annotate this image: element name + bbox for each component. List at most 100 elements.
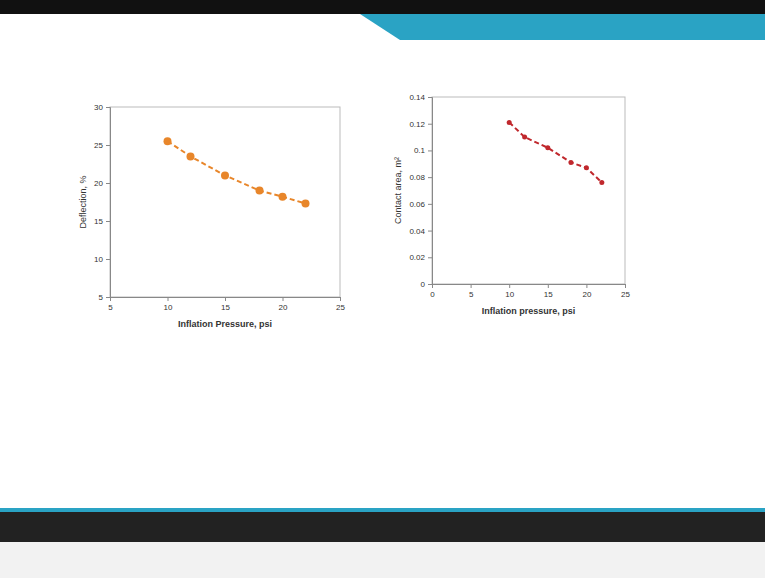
x-tick-mark [168, 297, 169, 301]
x-tick: 15 [544, 284, 553, 299]
y-tick-mark [428, 97, 432, 98]
y-tick-label: 25 [94, 141, 103, 150]
plot-frame [110, 107, 340, 297]
data-line [168, 141, 306, 203]
top-bar [0, 0, 765, 14]
x-tick-mark [225, 297, 226, 301]
x-tick-label: 20 [279, 303, 288, 312]
y-tick-mark [106, 107, 110, 108]
x-tick-mark [586, 284, 587, 288]
chart: 0 5 10 15 20 25 0 0.02 0.04 0.06 0.08 0.1 0.12 0.14 In… [393, 93, 631, 316]
plot-marks [507, 120, 605, 185]
x-tick: 15 [221, 297, 230, 312]
y-tick-mark [428, 257, 432, 258]
x-tick: 20 [279, 297, 288, 312]
x-axis: 5 10 15 20 25 [108, 297, 345, 312]
x-tick-mark [625, 284, 626, 288]
y-tick-mark [428, 231, 432, 232]
data-point [584, 165, 589, 170]
x-tick: 10 [164, 297, 173, 312]
y-tick: 0.04 [409, 227, 432, 236]
y-tick-mark [106, 297, 110, 298]
data-point [221, 171, 229, 179]
y-tick-label: 5 [99, 293, 104, 302]
y-tick: 20 [94, 179, 110, 188]
y-axis-title: Contact area, m² [393, 157, 403, 224]
y-tick-label: 0.14 [409, 93, 425, 102]
y-tick-mark [428, 204, 432, 205]
y-tick-label: 0.12 [409, 120, 425, 129]
data-line [509, 122, 602, 182]
x-tick-mark [340, 297, 341, 301]
y-tick: 0.08 [409, 173, 432, 182]
y-tick: 0.14 [409, 93, 432, 102]
x-tick-mark [283, 297, 284, 301]
x-tick-label: 10 [164, 303, 173, 312]
y-tick: 10 [94, 255, 110, 264]
x-tick: 5 [469, 284, 474, 299]
data-point [279, 193, 287, 201]
x-tick-mark [548, 284, 549, 288]
y-axis-line [428, 98, 433, 285]
y-axis: 0 0.02 0.04 0.06 0.08 0.1 0.12 0.14 [409, 93, 432, 289]
x-tick-label: 5 [108, 303, 113, 312]
y-tick-label: 0 [421, 280, 426, 289]
x-tick-label: 15 [544, 290, 553, 299]
x-tick-label: 25 [336, 303, 345, 312]
x-tick-mark [471, 284, 472, 288]
x-tick: 25 [621, 284, 630, 299]
x-tick-label: 10 [505, 290, 514, 299]
y-tick-mark [428, 284, 432, 285]
y-axis: 5 10 15 20 25 30 [94, 103, 110, 302]
x-axis-line [433, 285, 626, 289]
data-point [599, 180, 604, 185]
y-axis-title: Deflection, % [78, 175, 88, 228]
x-tick-mark [509, 284, 510, 288]
y-tick-label: 30 [94, 103, 103, 112]
data-point [568, 160, 573, 165]
y-tick-label: 20 [94, 179, 103, 188]
data-point [256, 187, 264, 195]
y-tick: 0.1 [414, 146, 432, 155]
y-tick: 0.02 [409, 253, 432, 262]
data-point [164, 137, 172, 145]
y-tick: 25 [94, 141, 110, 150]
y-tick-mark [428, 150, 432, 151]
bottom-ground [0, 542, 765, 578]
data-point [187, 152, 195, 160]
bottom-bar [0, 512, 765, 542]
y-tick-label: 10 [94, 255, 103, 264]
x-axis-line [111, 298, 341, 302]
y-tick: 30 [94, 103, 110, 112]
y-tick: 5 [99, 293, 110, 302]
top-band [360, 14, 765, 40]
x-tick-label: 25 [621, 290, 630, 299]
x-tick-label: 20 [582, 290, 591, 299]
data-point [522, 135, 527, 140]
y-tick-label: 0.04 [409, 227, 425, 236]
data-point [545, 145, 550, 150]
y-tick-label: 0.02 [409, 253, 425, 262]
x-tick: 0 [430, 284, 435, 299]
y-tick-label: 0.1 [414, 146, 426, 155]
x-tick: 10 [505, 284, 514, 299]
plot-frame [432, 97, 625, 284]
y-tick-mark [428, 177, 432, 178]
x-tick: 5 [108, 297, 113, 312]
bottom-line [0, 508, 765, 512]
y-tick-label: 0.08 [409, 173, 425, 182]
y-tick-label: 0.06 [409, 200, 425, 209]
data-point [507, 120, 512, 125]
y-tick-mark [106, 221, 110, 222]
data-point [302, 200, 310, 208]
x-axis-title: Inflation pressure, psi [482, 306, 576, 316]
y-tick: 0.12 [409, 120, 432, 129]
y-tick-mark [428, 124, 432, 125]
chart: 5 10 15 20 25 5 10 15 20 25 30 Inflation Pressure, … [78, 103, 346, 329]
y-tick-label: 15 [94, 217, 103, 226]
y-tick: 15 [94, 217, 110, 226]
x-axis-title: Inflation Pressure, psi [178, 319, 272, 329]
y-tick: 0.06 [409, 200, 432, 209]
y-axis-line [106, 108, 111, 298]
y-tick-mark [106, 183, 110, 184]
